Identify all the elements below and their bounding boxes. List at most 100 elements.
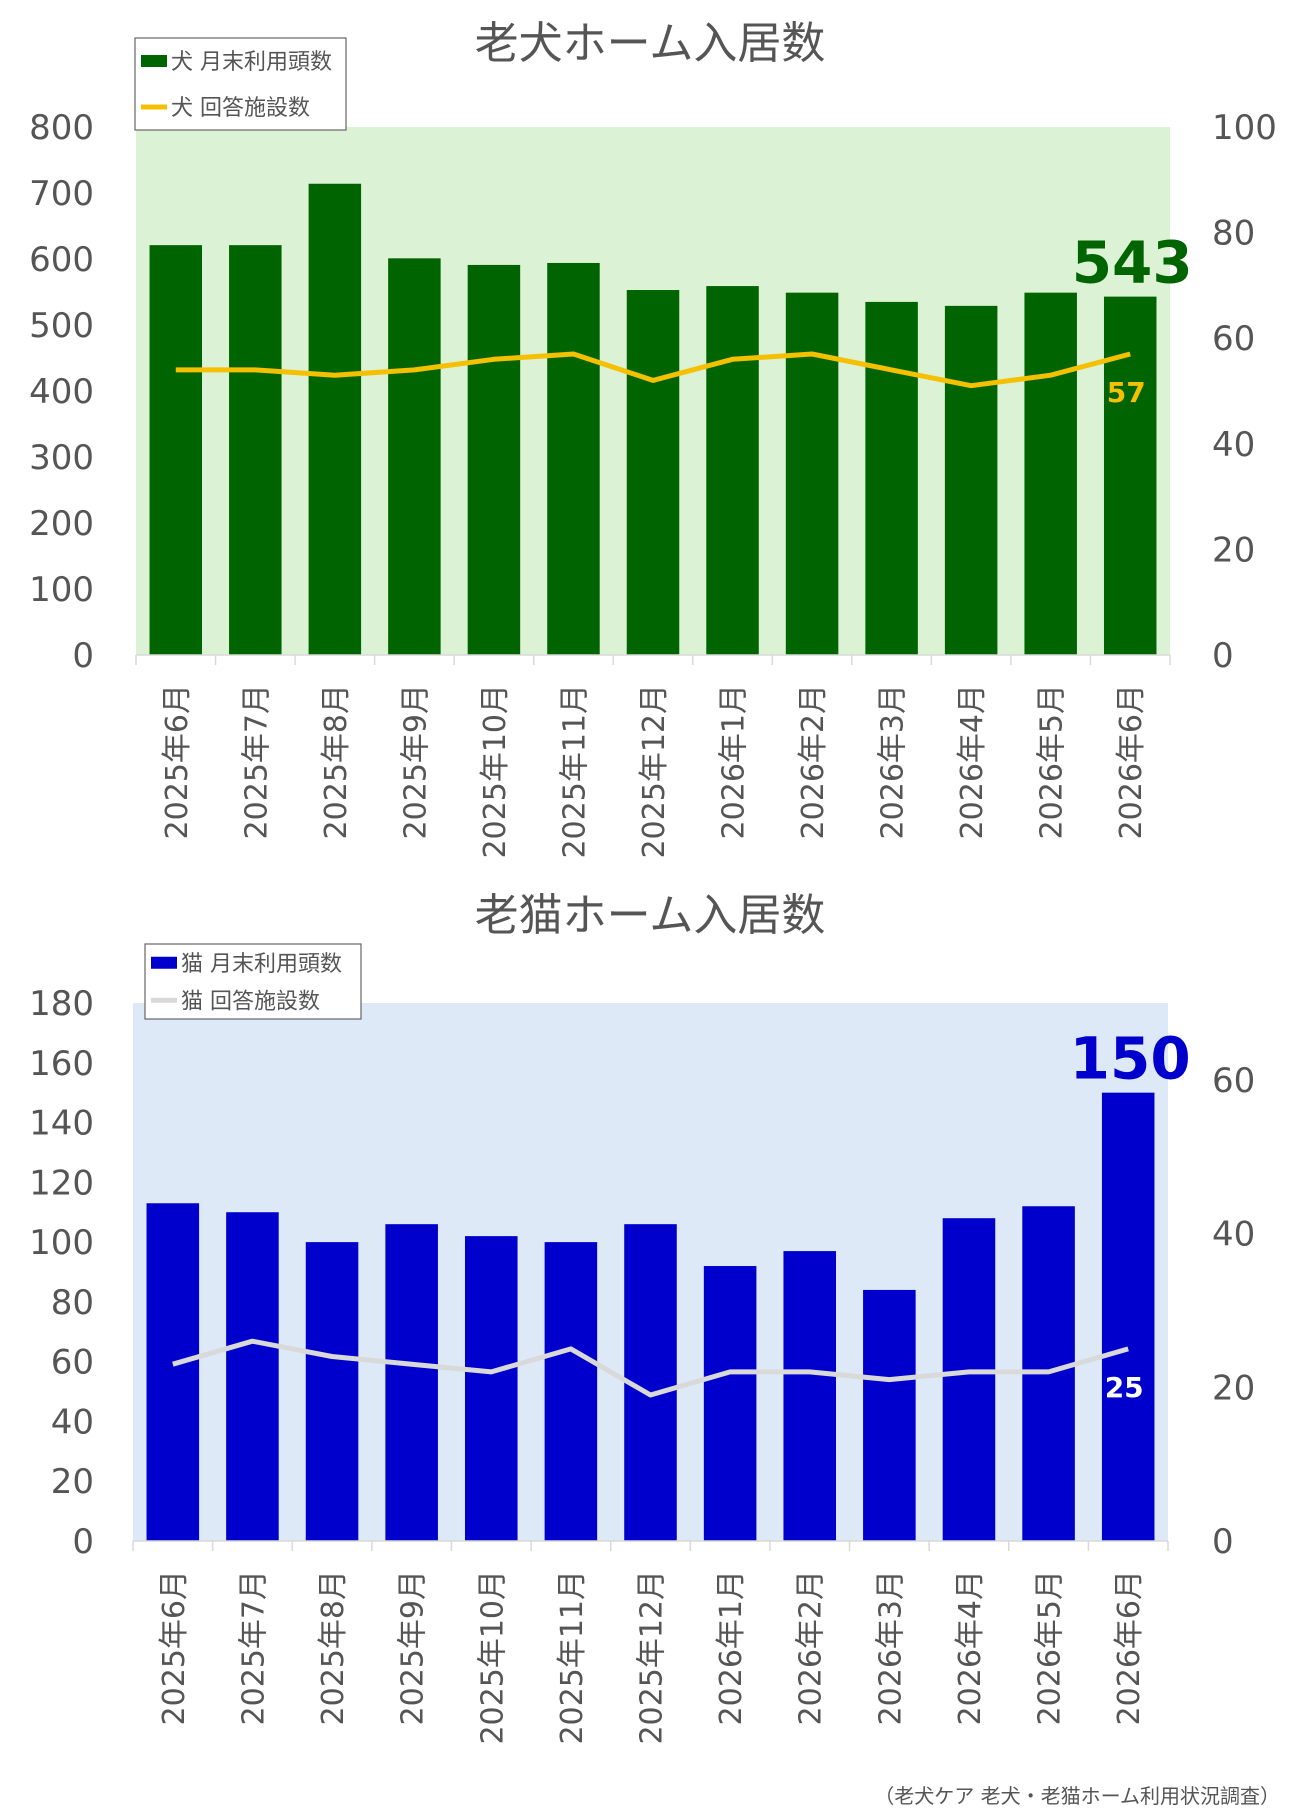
y-right-tick-label: 100 (1212, 108, 1277, 148)
x-tick-label: 2025年6月 (157, 1570, 192, 1725)
bar (467, 264, 521, 655)
chart-2: 老猫ホーム入居数 0 20 40 60 80 100 120 140 160 180 0 20 40 60 2… (29, 890, 1255, 1745)
x-tick-label: 2025年12月 (637, 684, 672, 859)
y-left-tick-label: 0 (72, 1522, 94, 1562)
bar (146, 1203, 200, 1541)
x-tick-label: 2026年2月 (794, 1570, 829, 1725)
bar (863, 1289, 916, 1541)
legend-bar-label: 猫 月末利用頭数 (181, 952, 342, 977)
bar (703, 1266, 757, 1541)
last-line-value-label: 57 (1107, 376, 1146, 409)
x-tick-label: 2026年3月 (873, 1570, 908, 1725)
bar (464, 1236, 518, 1541)
bar (1103, 296, 1157, 655)
source-note: （老犬ケア 老犬・老猫ホーム利用状況調査） (874, 1784, 1280, 1808)
bar (944, 305, 998, 655)
chart-title: 老犬ホーム入居数 (475, 18, 826, 69)
y-left-tick-label: 100 (29, 570, 94, 610)
x-tick-label: 2025年11月 (555, 1570, 590, 1745)
bar (1101, 1092, 1155, 1541)
x-tick-label: 2026年4月 (953, 1570, 988, 1725)
y-left-tick-label: 120 (29, 1163, 94, 1203)
bar (783, 1251, 837, 1541)
legend-bar-swatch (151, 956, 177, 969)
x-tick-label: 2026年1月 (717, 684, 752, 839)
x-tick-label: 2025年11月 (557, 684, 592, 859)
y-left-tick-label: 700 (29, 174, 94, 214)
y-left-tick-label: 160 (29, 1044, 94, 1084)
x-tick-label: 2025年8月 (319, 684, 354, 839)
y-right-tick-label: 20 (1212, 1368, 1255, 1408)
y-left-tick-label: 600 (29, 240, 94, 280)
y-left-tick-label: 20 (51, 1462, 94, 1502)
x-tick-label: 2025年8月 (316, 1570, 351, 1725)
x-tick-label: 2025年9月 (398, 684, 433, 839)
x-tick-label: 2026年1月 (714, 1570, 749, 1725)
y-right-tick-label: 0 (1212, 1522, 1234, 1562)
legend-line-label: 猫 回答施設数 (181, 989, 320, 1014)
bar (706, 286, 759, 655)
bar (942, 1218, 996, 1541)
bar (305, 1242, 359, 1541)
bar (308, 183, 362, 655)
y-left-tick-label: 800 (29, 108, 94, 148)
y-right-tick-label: 0 (1212, 636, 1234, 676)
chart-1: 老犬ホーム入居数 0 100 200 300 400 500 600 700 800 0 20 40 60… (29, 18, 1277, 859)
x-tick-label: 2025年10月 (475, 1570, 510, 1745)
y-left-tick-label: 40 (51, 1402, 94, 1442)
x-tick-label: 2025年6月 (160, 684, 195, 839)
y-right-tick-label: 80 (1212, 214, 1255, 254)
x-tick-label: 2025年7月 (239, 684, 274, 839)
legend-line-label: 犬 回答施設数 (171, 96, 310, 121)
last-bar-value-label: 150 (1070, 1025, 1191, 1093)
last-bar-value-label: 543 (1072, 229, 1193, 297)
y-left-tick-label: 200 (29, 504, 94, 544)
y-left-tick-label: 140 (29, 1104, 94, 1144)
last-line-value-label: 25 (1105, 1371, 1144, 1404)
y-left-tick-label: 500 (29, 306, 94, 346)
y-left-tick-label: 0 (72, 636, 94, 676)
bar (865, 301, 918, 655)
x-tick-label: 2026年3月 (876, 684, 911, 839)
bar (385, 1224, 438, 1541)
bar (785, 292, 839, 655)
legend-box (134, 37, 347, 131)
y-left-tick-label: 60 (51, 1343, 94, 1383)
x-tick-label: 2025年7月 (236, 1570, 271, 1725)
bar (226, 1212, 279, 1541)
y-right-tick-label: 20 (1212, 530, 1255, 570)
bar (1024, 292, 1077, 655)
x-tick-label: 2026年2月 (796, 684, 831, 839)
x-tick-label: 2026年6月 (1112, 1570, 1147, 1725)
y-left-tick-label: 400 (29, 372, 94, 412)
legend-bar-swatch (141, 55, 167, 67)
y-left-tick-label: 180 (29, 984, 94, 1024)
x-tick-label: 2026年5月 (1035, 684, 1070, 839)
x-tick-label: 2025年10月 (478, 684, 513, 859)
legend-bar-label: 犬 月末利用頭数 (171, 50, 332, 75)
bar (547, 262, 600, 655)
y-left-tick-label: 100 (29, 1223, 94, 1263)
y-right-tick-label: 60 (1212, 319, 1255, 359)
x-tick-label: 2026年6月 (1114, 684, 1149, 839)
x-tick-label: 2025年9月 (396, 1570, 431, 1725)
y-right-tick-label: 60 (1212, 1061, 1255, 1101)
chart-title: 老猫ホーム入居数 (475, 890, 826, 941)
x-tick-label: 2026年5月 (1033, 1570, 1068, 1725)
y-right-tick-label: 40 (1212, 1215, 1255, 1255)
y-right-tick-label: 40 (1212, 425, 1255, 465)
x-tick-label: 2025年12月 (635, 1570, 670, 1745)
y-left-tick-label: 80 (51, 1283, 94, 1323)
legend-box (144, 943, 362, 1020)
y-left-tick-label: 300 (29, 438, 94, 478)
bar (229, 245, 282, 655)
bar (149, 245, 203, 655)
bar (544, 1242, 598, 1541)
bar (626, 290, 680, 655)
bar (388, 258, 441, 655)
x-tick-label: 2026年4月 (955, 684, 990, 839)
